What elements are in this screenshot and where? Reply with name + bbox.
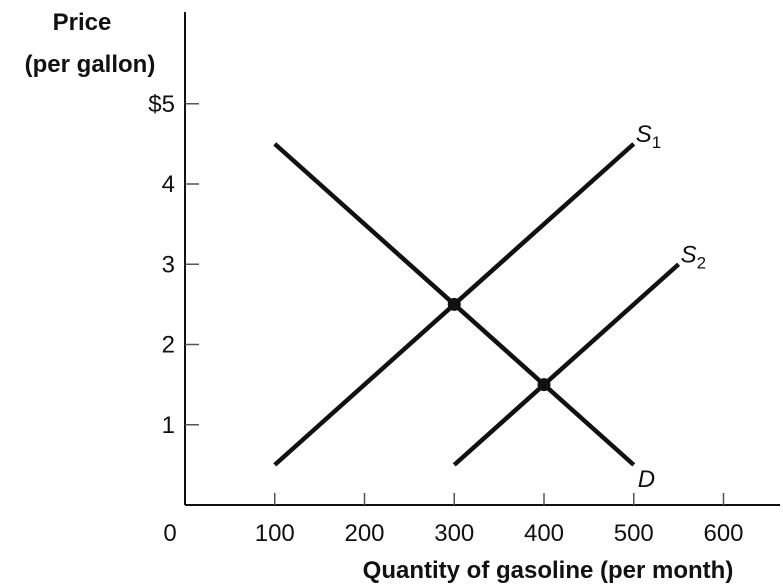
y-tick-label: 3 [162,251,175,278]
y-axis-title-line-1: Price [53,9,112,36]
y-tick-label: 4 [162,171,175,198]
y-tick-label: $5 [148,91,175,118]
x-tick-label: 300 [434,520,474,547]
x-tick-label: 200 [344,520,384,547]
equilibrium-point [537,378,551,392]
y-tick-label: 2 [162,332,175,359]
s2-label: S2 [681,241,706,272]
equilibrium-points [447,297,551,392]
x-tick-label: 600 [703,520,743,547]
x-tick-label: 400 [524,520,564,547]
curve-labels: S1 S2 D [636,121,706,493]
axes [184,12,780,506]
d-label: D [638,466,655,493]
x-tick-label: 100 [255,520,295,547]
x-tick-label: 500 [614,520,654,547]
curves [273,142,681,467]
y-tick-label: 1 [162,412,175,439]
ticks: 100 200 300 400 500 600 1 2 3 4 $5 [148,91,743,547]
origin-label: 0 [163,520,176,547]
y-axis-title-line-2: (per gallon) [25,51,156,78]
equilibrium-point [447,297,461,311]
s1-label: S1 [636,121,661,152]
x-axis-title: Quantity of gasoline (per month) [363,557,734,584]
s2-curve [452,262,681,467]
